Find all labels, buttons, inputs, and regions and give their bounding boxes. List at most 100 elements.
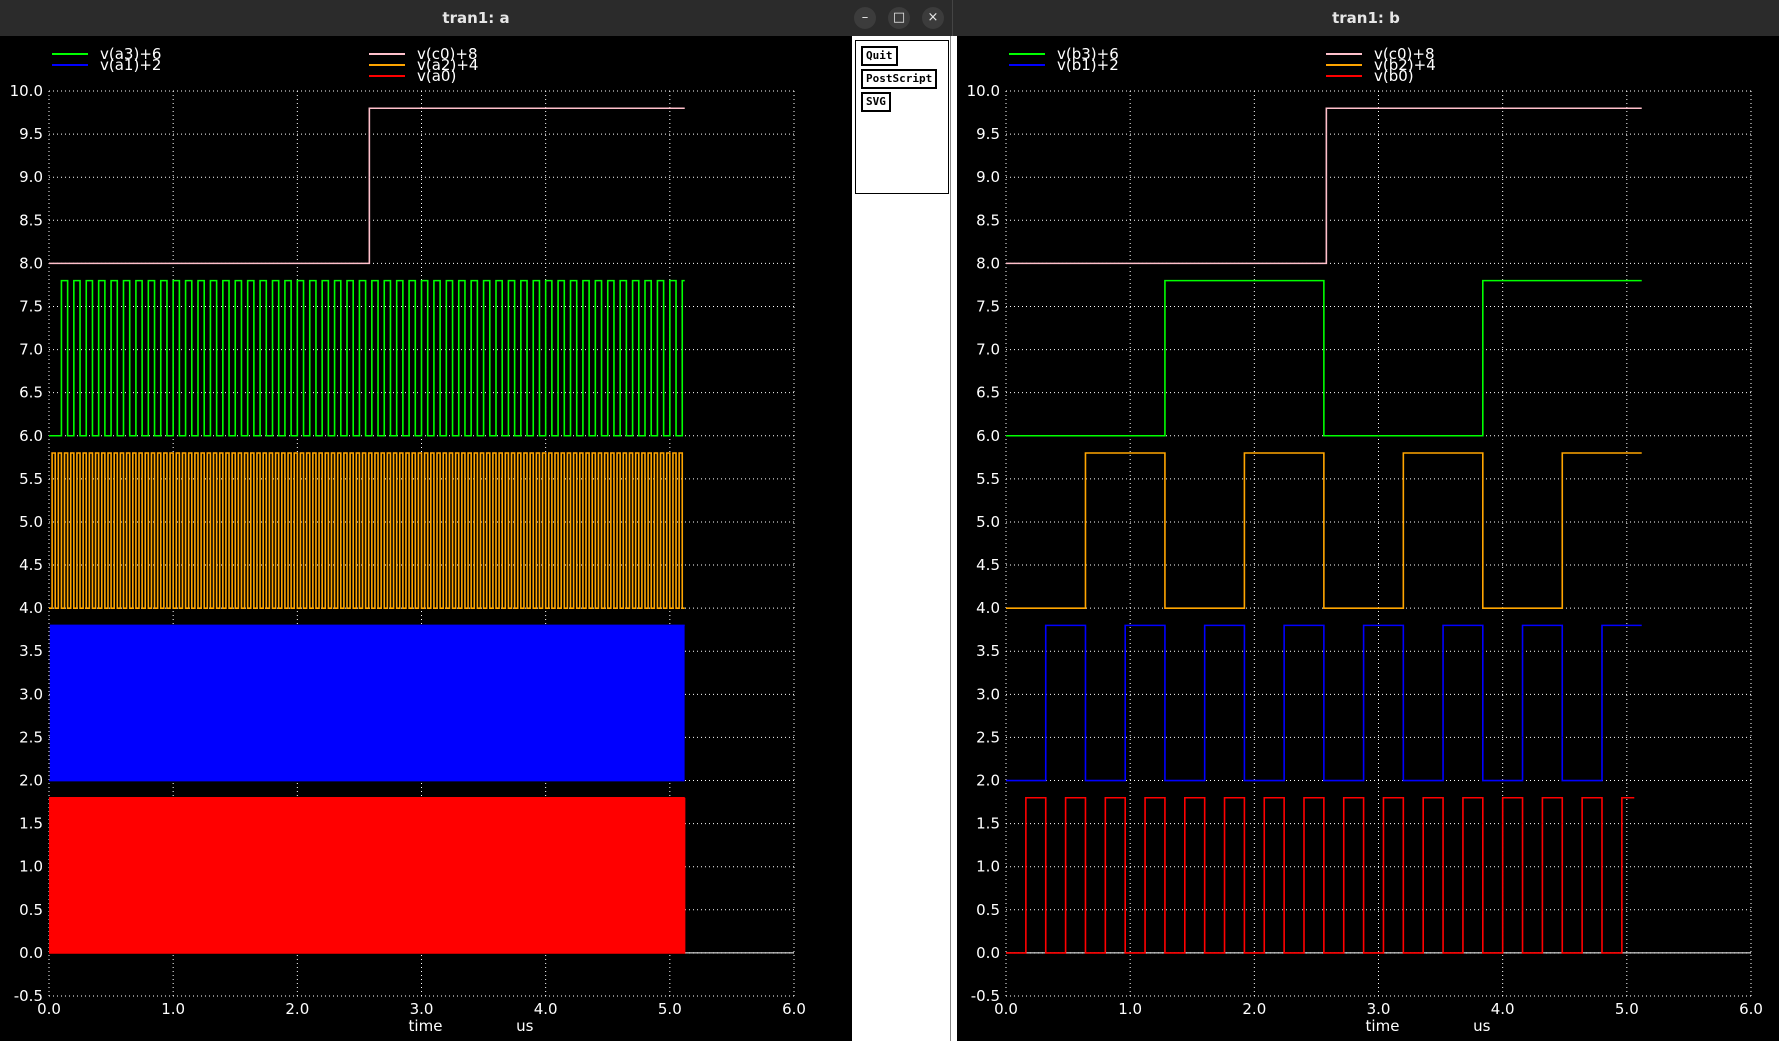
y-tick-label: 0.5 bbox=[976, 901, 1000, 919]
y-tick-label: 0.0 bbox=[19, 944, 43, 962]
y-tick-label: 4.5 bbox=[19, 556, 43, 574]
x-tick-label: 6.0 bbox=[782, 1000, 806, 1018]
y-tick-label: 9.0 bbox=[19, 168, 43, 186]
window-title-b: tran1: b bbox=[1332, 9, 1400, 27]
legend-label: v(c0)+8 bbox=[417, 45, 477, 63]
legend-label: v(a1)+2 bbox=[100, 56, 161, 74]
y-tick-label: 7.5 bbox=[976, 297, 1000, 315]
y-tick-label: 1.0 bbox=[976, 858, 1000, 876]
legend-label: v(c0)+8 bbox=[1374, 45, 1434, 63]
y-tick-label: 3.0 bbox=[19, 685, 43, 703]
x-axis-label: time bbox=[1366, 1017, 1400, 1035]
series-line bbox=[49, 279, 685, 437]
window-separator bbox=[947, 36, 957, 1041]
y-tick-label: 10.0 bbox=[10, 82, 43, 100]
y-tick-label: 7.5 bbox=[19, 297, 43, 315]
series-line bbox=[49, 107, 685, 265]
series-line bbox=[1006, 279, 1642, 437]
x-tick-label: 2.0 bbox=[1242, 1000, 1266, 1018]
legend-label: v(b0) bbox=[1374, 67, 1414, 85]
titlebar-b[interactable]: tran1: b bbox=[952, 0, 1779, 36]
series-line bbox=[48, 796, 686, 954]
button-panel: Quit PostScript SVG bbox=[855, 40, 949, 194]
y-tick-label: 6.5 bbox=[19, 384, 43, 402]
separator-line bbox=[950, 36, 951, 1041]
y-tick-label: 4.0 bbox=[19, 599, 43, 617]
titlebar-a[interactable]: tran1: a – □ × bbox=[0, 0, 952, 36]
x-tick-label: 0.0 bbox=[994, 1000, 1018, 1018]
postscript-button[interactable]: PostScript bbox=[861, 69, 938, 89]
y-tick-label: 8.5 bbox=[976, 211, 1000, 229]
x-tick-label: 2.0 bbox=[285, 1000, 309, 1018]
y-tick-label: 2.5 bbox=[19, 728, 43, 746]
series-line bbox=[1006, 796, 1635, 954]
window-title-a: tran1: a bbox=[442, 9, 510, 27]
series-line bbox=[1006, 452, 1642, 609]
x-tick-label: 3.0 bbox=[410, 1000, 434, 1018]
x-tick-label: 4.0 bbox=[534, 1000, 558, 1018]
y-tick-label: 7.0 bbox=[976, 341, 1000, 359]
y-tick-label: 5.5 bbox=[19, 470, 43, 488]
quit-button[interactable]: Quit bbox=[861, 46, 898, 66]
y-tick-label: 5.0 bbox=[19, 513, 43, 531]
legend-label: v(a3)+6 bbox=[100, 45, 161, 63]
series-line bbox=[1006, 624, 1642, 782]
y-tick-label: 1.5 bbox=[976, 815, 1000, 833]
y-tick-label: 3.5 bbox=[976, 642, 1000, 660]
legend-label: v(a0) bbox=[417, 67, 456, 85]
y-tick-label: 1.0 bbox=[19, 858, 43, 876]
y-tick-label: 5.5 bbox=[976, 470, 1000, 488]
y-tick-label: 8.5 bbox=[19, 211, 43, 229]
y-tick-label: 3.0 bbox=[976, 685, 1000, 703]
y-tick-label: 1.5 bbox=[19, 815, 43, 833]
x-tick-label: 4.0 bbox=[1491, 1000, 1515, 1018]
x-tick-label: 1.0 bbox=[161, 1000, 185, 1018]
y-tick-label: 3.5 bbox=[19, 642, 43, 660]
x-tick-label: 3.0 bbox=[1367, 1000, 1391, 1018]
y-tick-label: 5.0 bbox=[976, 513, 1000, 531]
y-tick-label: 9.0 bbox=[976, 168, 1000, 186]
x-axis-unit: us bbox=[516, 1017, 534, 1035]
x-axis-label: time bbox=[409, 1017, 443, 1035]
minimize-icon[interactable]: – bbox=[854, 7, 876, 29]
y-tick-label: 8.0 bbox=[19, 254, 43, 272]
y-tick-label: 9.5 bbox=[19, 125, 43, 143]
y-tick-label: 0.0 bbox=[976, 944, 1000, 962]
y-tick-label: 4.5 bbox=[976, 556, 1000, 574]
y-tick-label: 2.5 bbox=[976, 728, 1000, 746]
x-tick-label: 6.0 bbox=[1739, 1000, 1763, 1018]
y-tick-label: 6.0 bbox=[19, 427, 43, 445]
svg-button[interactable]: SVG bbox=[861, 92, 891, 112]
y-tick-label: 10.0 bbox=[967, 82, 1000, 100]
y-tick-label: 6.0 bbox=[976, 427, 1000, 445]
y-tick-label: 2.0 bbox=[976, 772, 1000, 790]
y-tick-label: 2.0 bbox=[19, 772, 43, 790]
grid bbox=[1005, 90, 1752, 997]
y-tick-label: -0.5 bbox=[971, 987, 1000, 1005]
x-tick-label: 1.0 bbox=[1118, 1000, 1142, 1018]
legend-label: v(b3)+6 bbox=[1057, 45, 1119, 63]
series-line bbox=[49, 624, 685, 782]
chart-a: 0.0 1.0 2.0 3.0 4.0 5.0 6.0-0.50.00.51.01.52.0… bbox=[10, 45, 806, 1035]
series-line bbox=[1006, 107, 1642, 265]
x-tick-label: 0.0 bbox=[37, 1000, 61, 1018]
y-tick-label: 9.5 bbox=[976, 125, 1000, 143]
legend-label: v(b2)+4 bbox=[1374, 56, 1436, 74]
x-tick-label: 5.0 bbox=[1615, 1000, 1639, 1018]
series-line bbox=[49, 452, 685, 609]
maximize-icon[interactable]: □ bbox=[888, 7, 910, 29]
legend-label: v(b1)+2 bbox=[1057, 56, 1119, 74]
y-tick-label: 8.0 bbox=[976, 254, 1000, 272]
y-tick-label: 6.5 bbox=[976, 384, 1000, 402]
plot-area-b[interactable]: 0.0 1.0 2.0 3.0 4.0 5.0 6.0 -0.5 0.0 0.5 1.0 1.5 2.0… bbox=[957, 36, 1779, 1041]
close-icon[interactable]: × bbox=[922, 7, 944, 29]
legend-label: v(a2)+4 bbox=[417, 56, 478, 74]
y-tick-label: 4.0 bbox=[976, 599, 1000, 617]
y-tick-label: -0.5 bbox=[14, 987, 43, 1005]
x-tick-label: 5.0 bbox=[658, 1000, 682, 1018]
chart-b: 0.0 1.0 2.0 3.0 4.0 5.0 6.0-0.50.00.51.01.52.0… bbox=[967, 45, 1763, 1035]
x-axis-unit: us bbox=[1473, 1017, 1491, 1035]
plot-area-a[interactable]: 0.0 1.0 2.0 3.0 4.0 5.0 6.0 -0.5 0.0 0.5 1.0 1.5 2.0… bbox=[0, 36, 852, 1041]
y-tick-label: 7.0 bbox=[19, 341, 43, 359]
y-tick-label: 0.5 bbox=[19, 901, 43, 919]
